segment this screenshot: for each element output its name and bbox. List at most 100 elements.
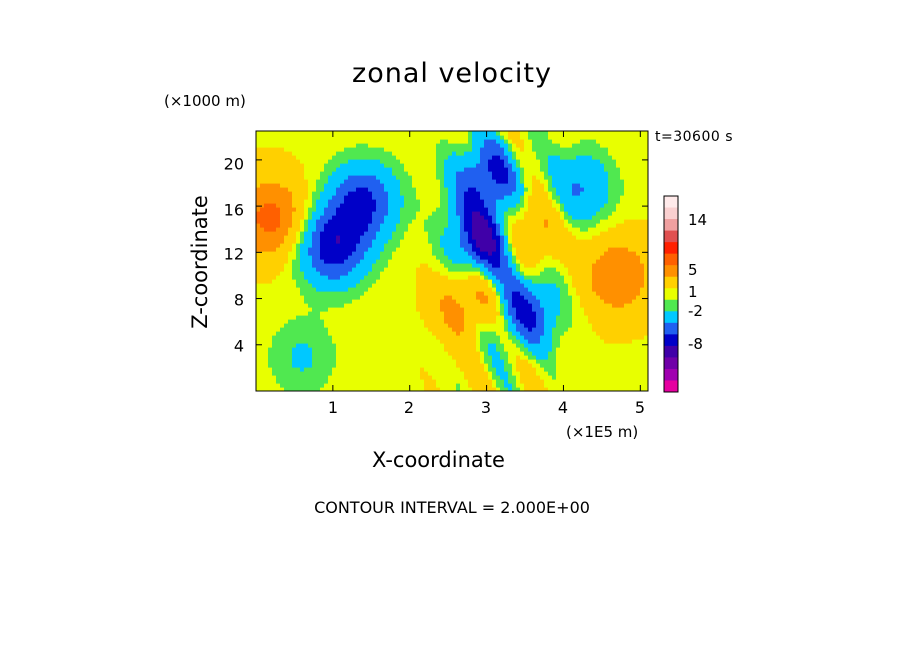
heatmap-cell	[508, 335, 513, 340]
heatmap-cell	[316, 311, 321, 316]
heatmap-cell	[552, 263, 557, 268]
heatmap-cell	[264, 211, 269, 216]
heatmap-cell	[364, 235, 369, 240]
heatmap-cell	[388, 247, 393, 252]
heatmap-cell	[400, 219, 405, 224]
heatmap-cell	[392, 279, 397, 284]
heatmap-cell	[540, 319, 545, 324]
heatmap-cell	[344, 347, 349, 352]
heatmap-cell	[452, 307, 457, 312]
heatmap-cell	[464, 155, 469, 160]
heatmap-cell	[272, 271, 277, 276]
heatmap-cell	[256, 299, 261, 304]
heatmap-cell	[540, 159, 545, 164]
heatmap-cell	[300, 331, 305, 336]
heatmap-cell	[332, 151, 337, 156]
heatmap-cell	[396, 387, 401, 391]
heatmap-cell	[452, 331, 457, 336]
heatmap-cell	[400, 167, 405, 172]
heatmap-cell	[304, 135, 309, 140]
heatmap-cell	[512, 259, 517, 264]
heatmap-cell	[324, 347, 329, 352]
heatmap-cell	[524, 167, 529, 172]
heatmap-cell	[300, 151, 305, 156]
heatmap-cell	[380, 231, 385, 236]
heatmap-cell	[480, 323, 485, 328]
heatmap-cell	[552, 143, 557, 148]
heatmap-cell	[304, 259, 309, 264]
heatmap-cell	[524, 295, 529, 300]
heatmap-cell	[256, 259, 261, 264]
heatmap-cell	[412, 315, 417, 320]
heatmap-cell	[488, 387, 493, 391]
heatmap-cell	[308, 251, 313, 256]
heatmap-cell	[260, 155, 265, 160]
heatmap-cell	[424, 151, 429, 156]
heatmap-cell	[368, 191, 373, 196]
heatmap-cell	[316, 167, 321, 172]
heatmap-cell	[284, 327, 289, 332]
heatmap-cell	[360, 307, 365, 312]
heatmap-cell	[340, 203, 345, 208]
heatmap-cell	[496, 323, 501, 328]
heatmap-cell	[256, 271, 261, 276]
heatmap-cell	[336, 179, 341, 184]
heatmap-cell	[268, 191, 273, 196]
heatmap-cell	[316, 331, 321, 336]
heatmap-cell	[356, 383, 361, 388]
heatmap-cell	[420, 247, 425, 252]
heatmap-cell	[356, 323, 361, 328]
heatmap-cell	[412, 299, 417, 304]
heatmap-cell	[292, 155, 297, 160]
heatmap-cell	[256, 359, 261, 364]
heatmap-cell	[372, 191, 377, 196]
heatmap-cell	[396, 279, 401, 284]
heatmap-cell	[536, 387, 541, 391]
heatmap-cell	[540, 179, 545, 184]
heatmap-cell	[432, 319, 437, 324]
heatmap-cell	[556, 387, 561, 391]
heatmap-cell	[472, 295, 477, 300]
heatmap-cell	[268, 311, 273, 316]
heatmap-cell	[308, 311, 313, 316]
heatmap-cell	[276, 363, 281, 368]
heatmap-cell	[360, 375, 365, 380]
heatmap-cell	[436, 371, 441, 376]
heatmap-cell	[536, 335, 541, 340]
heatmap-cell	[292, 371, 297, 376]
heatmap-cell	[280, 191, 285, 196]
heatmap-cell	[388, 259, 393, 264]
heatmap-cell	[560, 387, 565, 391]
heatmap-cell	[280, 339, 285, 344]
heatmap-cell	[312, 223, 317, 228]
heatmap-cell	[512, 227, 517, 232]
heatmap-cell	[492, 143, 497, 148]
heatmap-cell	[476, 327, 481, 332]
heatmap-cell	[272, 231, 277, 236]
heatmap-cell	[396, 247, 401, 252]
heatmap-cell	[380, 211, 385, 216]
heatmap-cell	[452, 303, 457, 308]
heatmap-cell	[468, 175, 473, 180]
heatmap-cell	[376, 203, 381, 208]
heatmap-cell	[308, 139, 313, 144]
heatmap-cell	[552, 279, 557, 284]
heatmap-cell	[304, 163, 309, 168]
heatmap-cell	[424, 307, 429, 312]
heatmap-cell	[528, 283, 533, 288]
heatmap-cell	[436, 247, 441, 252]
heatmap-cell	[304, 271, 309, 276]
heatmap-cell	[404, 227, 409, 232]
heatmap-cell	[348, 215, 353, 220]
heatmap-cell	[436, 135, 441, 140]
heatmap-cell	[420, 263, 425, 268]
heatmap-cell	[288, 303, 293, 308]
heatmap-cell	[328, 219, 333, 224]
heatmap-cell	[364, 159, 369, 164]
heatmap-cell	[444, 147, 449, 152]
heatmap-cell	[376, 315, 381, 320]
heatmap-cell	[468, 343, 473, 348]
heatmap-cell	[296, 343, 301, 348]
heatmap-cell	[360, 199, 365, 204]
heatmap-cell	[440, 147, 445, 152]
